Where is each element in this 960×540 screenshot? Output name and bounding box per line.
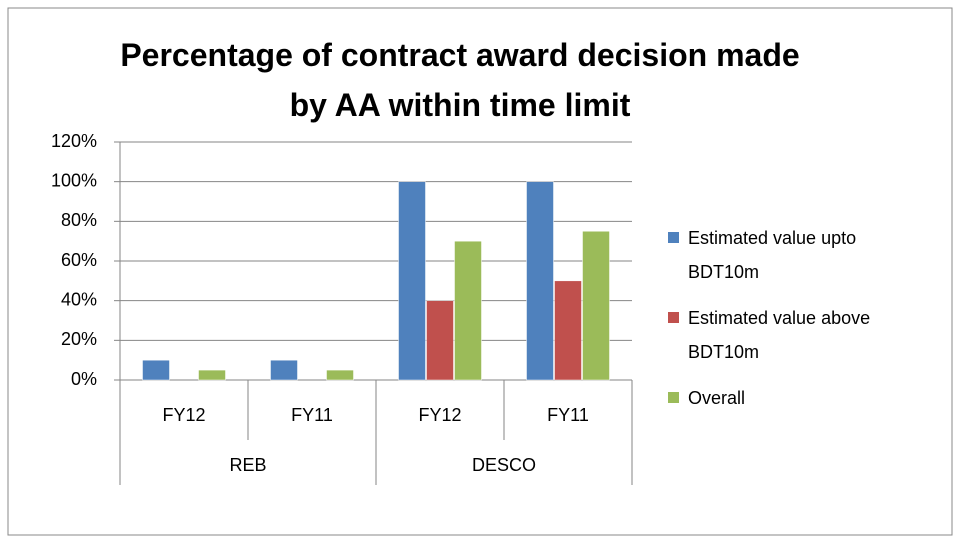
legend-label: Estimated value upto BDT10m [688, 228, 857, 282]
y-tick-label: 120% [51, 131, 97, 151]
y-tick-label: 100% [51, 170, 97, 190]
x-tick-label: FY11 [291, 405, 333, 425]
legend-label: Estimated value above BDT10m [688, 308, 871, 362]
y-tick-label: 0% [71, 369, 97, 389]
bar [426, 300, 454, 381]
legend-swatch [668, 312, 679, 323]
bar [326, 369, 354, 381]
y-tick-label: 60% [61, 250, 97, 270]
y-tick-label: 40% [61, 289, 97, 309]
x-tick-label: FY12 [418, 405, 461, 425]
y-tick-label: 80% [61, 210, 97, 230]
bar [142, 359, 170, 381]
y-tick-label: 20% [61, 329, 97, 349]
legend-swatch [668, 392, 679, 403]
bar [398, 181, 426, 381]
x-tick-label: FY11 [547, 405, 589, 425]
bar [582, 231, 610, 381]
chart-title: Percentage of contract award decision ma… [120, 37, 800, 123]
legend-swatch [668, 232, 679, 243]
bar [270, 359, 298, 381]
legend: Estimated value upto BDT10m Estimated val… [668, 221, 903, 415]
bar [454, 240, 482, 381]
bar [198, 369, 226, 381]
legend-item: Overall [668, 381, 903, 415]
bar [554, 280, 582, 381]
legend-label: Overall [688, 388, 746, 408]
group-label: REB [229, 455, 266, 475]
legend-item: Estimated value above BDT10m [668, 301, 903, 369]
legend-item: Estimated value upto BDT10m [668, 221, 903, 289]
x-tick-label: FY12 [162, 405, 205, 425]
group-label: DESCO [472, 455, 536, 475]
bar [526, 181, 554, 381]
